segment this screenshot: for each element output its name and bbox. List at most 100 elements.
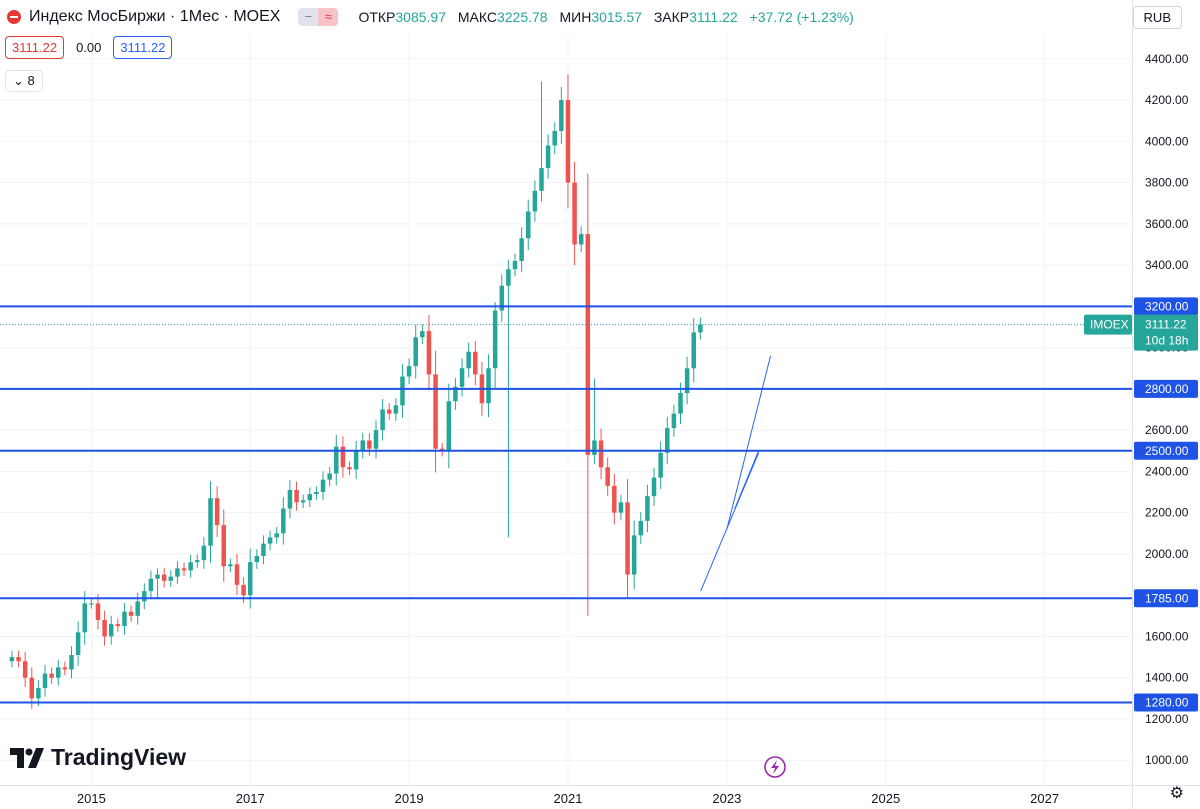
candle	[294, 481, 299, 511]
candle-body	[294, 489, 299, 503]
y-tick-label: 3600.00	[1145, 217, 1189, 231]
candle-body	[506, 269, 511, 286]
candle-body	[128, 611, 134, 616]
candle-body	[406, 366, 412, 377]
symbol-title[interactable]: Индекс МосБиржи · 1Мес · MOEX	[29, 8, 281, 25]
candle	[506, 259, 511, 538]
candle-body	[221, 525, 226, 567]
candle-body	[49, 673, 54, 678]
low-value: 3015.57	[591, 9, 642, 25]
candle-body	[671, 413, 677, 429]
candle	[128, 605, 134, 623]
candle-body	[42, 673, 48, 689]
y-tick-label: 2200.00	[1145, 506, 1189, 520]
candle-body	[400, 376, 405, 406]
candle	[512, 253, 518, 277]
candle-body	[300, 500, 306, 503]
candle	[552, 122, 557, 155]
candle-body	[340, 446, 346, 468]
candle	[168, 570, 174, 587]
candle-body	[155, 574, 160, 579]
candle	[473, 340, 478, 386]
candle-body	[559, 100, 564, 131]
x-tick-label: 2015	[77, 791, 106, 806]
open-value: 3085.97	[395, 9, 446, 25]
candle	[565, 74, 571, 209]
candle	[115, 618, 121, 632]
candle	[499, 274, 505, 322]
candle-body	[9, 657, 15, 662]
candle-body	[201, 545, 207, 561]
logo-text: TradingView	[51, 744, 187, 770]
candle-body	[360, 440, 366, 451]
tradingview-logo[interactable]: TradingView	[10, 744, 186, 771]
candle	[645, 484, 650, 533]
candle	[228, 558, 233, 572]
candle	[287, 480, 293, 519]
candle	[181, 562, 187, 577]
x-tick-label: 2023	[712, 791, 741, 806]
candle-body	[95, 603, 101, 620]
candle	[108, 615, 114, 645]
x-tick-label: 2027	[1030, 791, 1059, 806]
candle-body	[446, 401, 452, 451]
level-price-label: 3200.00	[1145, 299, 1189, 313]
candle	[221, 509, 226, 582]
candle	[492, 302, 498, 388]
candle	[559, 87, 564, 144]
candle-body	[254, 555, 260, 563]
candle	[22, 651, 28, 687]
candle-body	[274, 533, 279, 538]
candle-body	[142, 591, 147, 602]
candle-body	[413, 337, 418, 367]
candle	[598, 428, 604, 480]
candle	[638, 512, 644, 545]
candle	[281, 497, 286, 545]
candle-body	[334, 446, 339, 474]
buy-price[interactable]: 3111.22	[113, 36, 173, 59]
candle	[300, 494, 306, 509]
y-tick-label: 1600.00	[1145, 629, 1189, 643]
candle	[201, 536, 207, 569]
countdown-label: 10d 18h	[1145, 334, 1188, 348]
sell-price[interactable]: 3111.22	[5, 36, 65, 59]
candle-body	[327, 473, 332, 480]
candle-body	[247, 562, 253, 596]
candle-body	[433, 374, 438, 449]
candle-body	[393, 405, 399, 414]
chevron-down-icon: ⌄	[13, 73, 24, 88]
y-tick-label: 4200.00	[1145, 93, 1189, 107]
last-price-label: 3111.22	[1145, 318, 1187, 332]
candle	[102, 610, 107, 646]
candle	[631, 520, 637, 590]
lightning-icon[interactable]	[764, 756, 786, 778]
tradingview-logo-icon	[10, 747, 44, 768]
indicators-toggle[interactable]: ⌄ 8	[5, 70, 43, 92]
currency-selector[interactable]: RUB	[1132, 6, 1182, 29]
candle	[347, 461, 352, 476]
gear-icon[interactable]: ⚙	[1169, 785, 1184, 802]
candle-body	[585, 234, 591, 455]
candle	[671, 404, 677, 437]
candle	[658, 441, 663, 489]
high-label: МАКС	[457, 9, 497, 25]
collapse-icon[interactable]: −	[298, 8, 319, 26]
candle-body	[181, 568, 187, 571]
compare-icon[interactable]: ≈	[318, 8, 339, 26]
indicator-toggle[interactable]: − ≈	[298, 8, 339, 26]
candle-body	[102, 619, 107, 637]
spread-value: 0.00	[76, 40, 102, 55]
candle	[413, 324, 418, 379]
candle	[89, 598, 94, 609]
candle	[466, 342, 471, 378]
close-value: 3111.22	[689, 9, 738, 25]
candle	[9, 650, 15, 668]
candle	[406, 358, 412, 385]
candle	[56, 659, 61, 686]
candle	[69, 646, 74, 679]
candle-body	[373, 430, 379, 449]
candle	[75, 621, 81, 666]
candle-body	[69, 655, 74, 670]
candle-body	[605, 467, 610, 486]
